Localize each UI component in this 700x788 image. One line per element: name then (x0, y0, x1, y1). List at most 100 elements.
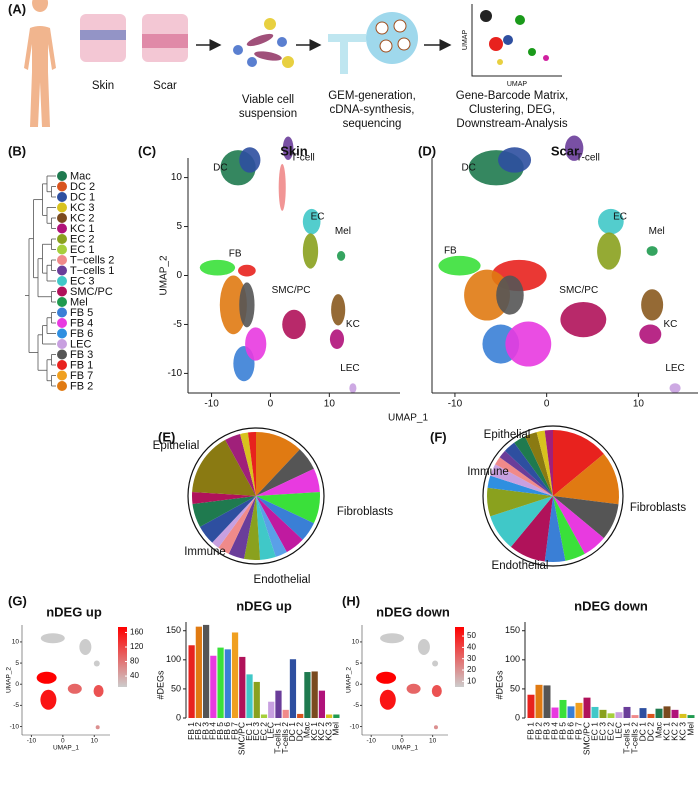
skin-layer (80, 30, 126, 40)
x-tick-label: EC 3 (597, 722, 607, 741)
chart-title: nDEG down (376, 604, 450, 619)
legend-label: FB 7 (70, 370, 93, 382)
y-tick-label: 5 (15, 660, 19, 667)
legend-swatch (57, 297, 67, 307)
cluster-cloud (302, 208, 321, 235)
bar (202, 624, 210, 718)
chart-title: Skin (280, 143, 308, 158)
gem-illustration (328, 12, 418, 74)
y-tick-label: 5 (355, 660, 359, 667)
cells (233, 18, 294, 68)
pie-slice (256, 468, 320, 496)
bar (551, 707, 559, 718)
x-tick-label: KC 3 (677, 722, 687, 741)
y-tick-label: 50 (171, 683, 181, 693)
x-tick-label: FB 5 (557, 722, 567, 740)
pie-slice (225, 434, 256, 496)
scar-label: Scar (153, 80, 177, 92)
legend-label: FB 3 (70, 349, 93, 361)
step-text: sequencing (343, 118, 402, 130)
y-tick-label: 150 (505, 625, 520, 635)
x-tick-label: FB 4 (208, 722, 218, 740)
pie-slice (499, 450, 553, 496)
cluster-label: Mel (335, 226, 351, 237)
legend-swatch (57, 234, 67, 244)
colorbar-label: 50 (467, 631, 476, 640)
pie-slice (510, 496, 553, 562)
cluster-label: LEC (665, 363, 684, 374)
step-text: GEM-generation, (328, 90, 416, 102)
x-tick-label: -10 (448, 399, 463, 410)
legend-swatch (57, 265, 67, 276)
skin-label: Skin (92, 80, 114, 92)
x-axis-label: UMAP_1 (388, 413, 428, 424)
y-tick-label: 0 (515, 712, 520, 722)
feature-cloud (376, 671, 397, 684)
legend-label: LEC (70, 338, 91, 350)
step-text: Gene-Barcode Matrix, (456, 90, 569, 102)
cluster-label: T-cell (291, 153, 315, 164)
legend-swatch (57, 276, 67, 286)
x-tick-label: DC 1 (637, 722, 647, 742)
bar (527, 694, 535, 718)
x-tick-label: -10 (27, 738, 37, 745)
pie-slice (228, 496, 256, 559)
pie-slice (553, 496, 585, 561)
pie-slice (191, 491, 256, 505)
bar (639, 708, 647, 718)
legend-label: SMC/PC (70, 286, 113, 298)
cluster-cloud (669, 383, 681, 393)
pie-slice (192, 496, 256, 527)
panel-label: (C) (138, 143, 156, 158)
x-tick-label: FB 1 (186, 722, 196, 740)
x-tick-label: FB 2 (533, 722, 543, 740)
pie-slice (487, 475, 553, 496)
bar (304, 672, 311, 718)
legend-label: T−cells 2 (70, 254, 114, 266)
panel-label: (B) (8, 143, 26, 158)
colorbar (118, 627, 127, 687)
feature-cloud (79, 639, 92, 655)
chart-title: nDEG down (574, 598, 648, 613)
y-axis-label: UMAP_2 (159, 255, 170, 295)
x-tick-label: DC 1 (287, 722, 297, 742)
y-tick-label: 100 (505, 654, 520, 664)
cluster-cloud (505, 321, 552, 367)
cluster-cloud (496, 275, 524, 315)
cluster-cloud (302, 233, 319, 269)
cluster-cloud (464, 269, 510, 321)
colorbar-label: 160 (130, 628, 144, 637)
feature-cloud (93, 660, 100, 667)
x-tick-label: T-cells 1 (273, 722, 283, 754)
bar (607, 713, 615, 718)
x-tick-label: T-cells 2 (280, 722, 290, 754)
x-tick-label: -10 (204, 399, 219, 410)
pie-slice (256, 496, 314, 540)
x-tick-label: KC 1 (309, 722, 319, 741)
workflow-illustration (24, 0, 562, 127)
cluster-cloud (219, 275, 247, 335)
feature-cloud (432, 660, 439, 667)
pie-slice (490, 496, 553, 547)
bar (282, 709, 289, 718)
bar (687, 715, 695, 718)
x-tick-label: 10 (633, 399, 645, 410)
cluster-cloud (238, 264, 256, 277)
bar (591, 706, 599, 718)
bar (195, 626, 202, 718)
legend-label: T−cells 1 (70, 265, 114, 277)
x-tick-label: KC 2 (316, 722, 326, 741)
pie-slice (544, 496, 566, 562)
cluster-cloud (565, 135, 584, 161)
pie-ring (482, 425, 624, 567)
bar (631, 715, 639, 718)
cluster-cloud (239, 282, 255, 328)
colorbar-label: 10 (467, 676, 476, 685)
pie-label: Immune (467, 466, 509, 478)
pie-slice (240, 432, 256, 496)
chart-title: nDEG up (236, 598, 292, 613)
legend-label: DC 1 (70, 191, 95, 203)
legend-label: KC 3 (70, 202, 94, 214)
bar (623, 706, 631, 718)
